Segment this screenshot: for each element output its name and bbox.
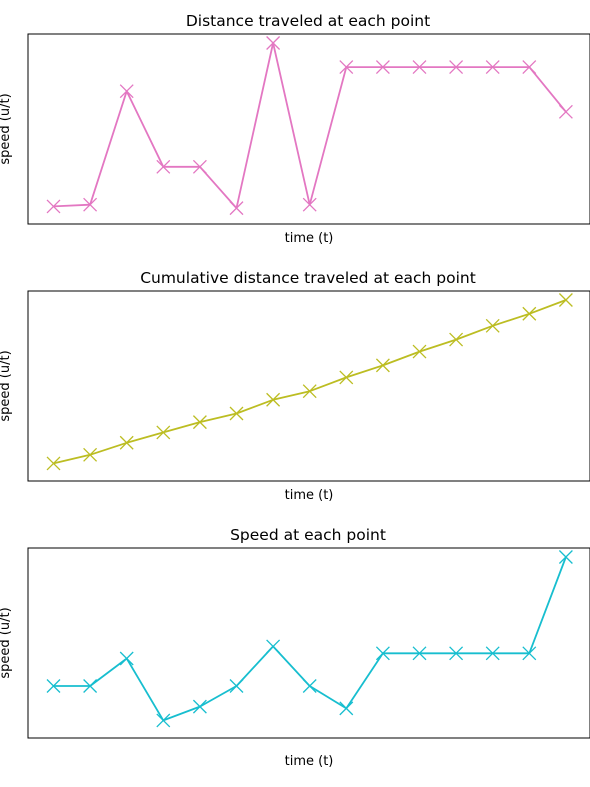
- panel-title: Distance traveled at each point: [186, 12, 430, 30]
- data-point-marker: [120, 652, 133, 665]
- data-point-marker: [193, 416, 206, 429]
- plot-area: [47, 37, 572, 215]
- data-point-marker: [84, 448, 97, 461]
- panel-distance: Distance traveled at each point time (t)…: [0, 12, 590, 246]
- data-point-marker: [523, 307, 536, 320]
- data-point-marker: [559, 105, 572, 118]
- data-point-marker: [120, 85, 133, 98]
- x-axis-label: time (t): [285, 754, 334, 769]
- data-point-marker: [47, 457, 60, 470]
- data-point-marker: [157, 714, 170, 727]
- data-point-marker: [450, 333, 463, 346]
- panel-cumulative-distance: Cumulative distance traveled at each poi…: [0, 269, 590, 503]
- data-point-marker: [303, 198, 316, 211]
- data-point-marker: [376, 359, 389, 372]
- series-line: [54, 557, 566, 720]
- plot-frame: [28, 34, 590, 224]
- y-axis-label: speed (u/t): [0, 607, 13, 678]
- data-point-marker: [559, 294, 572, 307]
- data-point-marker: [340, 371, 353, 384]
- data-point-marker: [486, 319, 499, 332]
- data-point-marker: [267, 393, 280, 406]
- x-axis-label: time (t): [285, 231, 334, 246]
- plot-frame: [28, 548, 590, 738]
- plot-area: [47, 551, 572, 727]
- data-point-marker: [303, 680, 316, 693]
- panel-speed: Speed at each point time (t) speed (u/t): [0, 526, 590, 769]
- data-point-marker: [303, 385, 316, 398]
- panel-title: Speed at each point: [230, 526, 386, 544]
- data-point-marker: [267, 640, 280, 653]
- series-line: [54, 43, 566, 208]
- data-point-marker: [340, 702, 353, 715]
- data-point-marker: [413, 345, 426, 358]
- data-point-marker: [267, 37, 280, 50]
- data-point-marker: [157, 426, 170, 439]
- y-axis-label: speed (u/t): [0, 350, 13, 421]
- data-point-marker: [230, 202, 243, 215]
- data-point-marker: [559, 551, 572, 564]
- plot-area: [47, 294, 572, 470]
- data-point-marker: [230, 680, 243, 693]
- plot-frame: [28, 291, 590, 481]
- y-axis-label: speed (u/t): [0, 93, 13, 164]
- data-point-marker: [230, 407, 243, 420]
- x-axis-label: time (t): [285, 488, 334, 503]
- panel-title: Cumulative distance traveled at each poi…: [140, 269, 476, 287]
- data-point-marker: [120, 436, 133, 449]
- data-point-marker: [193, 700, 206, 713]
